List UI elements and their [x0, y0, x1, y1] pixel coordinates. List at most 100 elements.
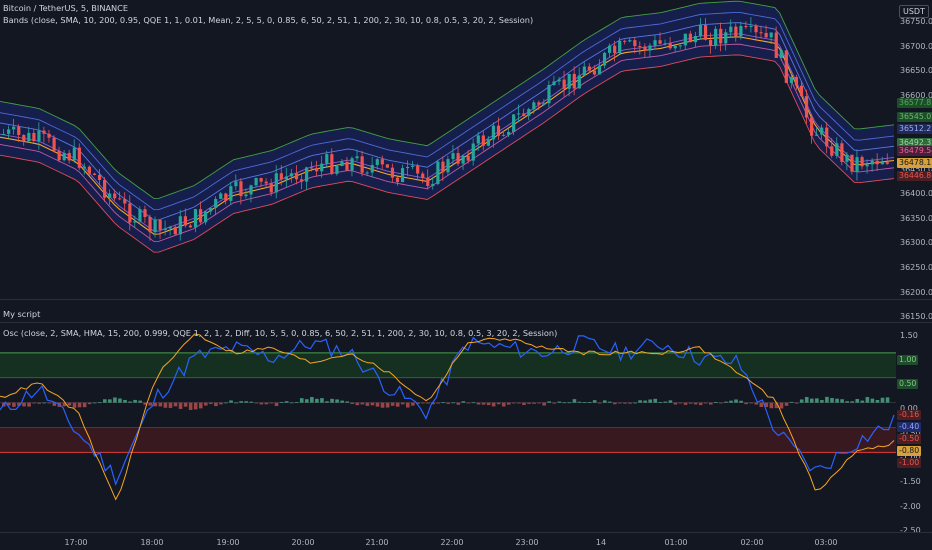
time-tick-label: 03:00 [814, 538, 838, 547]
candle-body [375, 159, 379, 165]
histogram-bar [885, 397, 890, 403]
candle-body [92, 173, 97, 175]
candle-body [123, 199, 127, 204]
histogram-bar [719, 402, 723, 404]
candle-body [411, 165, 415, 167]
candle-body [254, 178, 258, 186]
candle-body [527, 109, 531, 116]
oscillator-chart[interactable] [0, 323, 896, 532]
histogram-bar [562, 402, 567, 404]
symbol-title: Bitcoin / TetherUS, 5, BINANCE [3, 3, 129, 13]
histogram-bar [608, 401, 612, 403]
histogram-bar [320, 398, 324, 403]
candle-body [815, 134, 819, 136]
histogram-bar [618, 402, 622, 404]
histogram-bar [395, 402, 400, 407]
candle-body [244, 194, 248, 197]
currency-badge[interactable]: USDT [899, 5, 929, 18]
candle-body [113, 193, 117, 199]
histogram-bar [249, 401, 254, 403]
histogram-bar [254, 402, 259, 404]
candle-body [259, 178, 263, 182]
histogram-bar [698, 402, 703, 406]
candle-body [724, 32, 728, 44]
histogram-bar [289, 402, 294, 404]
histogram-bar [709, 402, 713, 405]
histogram-bar [451, 402, 456, 404]
candle-body [744, 26, 748, 28]
candle-body [501, 134, 506, 136]
time-tick-label: 14 [595, 538, 607, 547]
band-line [0, 0, 895, 199]
histogram-bar [633, 402, 637, 404]
oscillator-pane[interactable] [0, 323, 896, 532]
histogram-bar [481, 402, 486, 405]
oscillator-axis[interactable]: 1.50 1.00 0.50 0.00 -0.50 -1.00 -1.50 -2.00 -2.5… [896, 323, 932, 535]
osc-tick-label: -1.50 [900, 477, 921, 487]
candle-body [885, 162, 889, 164]
pane-divider[interactable] [0, 299, 932, 300]
candle-body [421, 173, 425, 178]
price-tag: 36545.07 [897, 112, 932, 122]
candle-body [698, 25, 703, 36]
band-line [0, 54, 895, 253]
candle-body [320, 163, 324, 172]
candle-body [552, 81, 556, 85]
histogram-bar [335, 399, 339, 403]
candle-body [865, 164, 869, 167]
histogram-bar [764, 402, 769, 408]
candle-body [875, 160, 879, 165]
candle-body [870, 160, 874, 165]
candle-body [294, 173, 299, 180]
candle-body [234, 181, 238, 187]
osc-tick-label: -2.00 [900, 501, 921, 511]
histogram-bar [663, 401, 668, 403]
candle-body [804, 96, 809, 118]
price-axis[interactable]: 36750.0036700.0036650.0036600.0036550.00… [896, 0, 932, 321]
histogram-bar [234, 402, 238, 404]
pane-divider-2 [0, 322, 932, 323]
histogram-bar [537, 402, 541, 404]
histogram-bar [153, 402, 158, 407]
histogram-bar [77, 402, 82, 408]
histogram-bar [7, 402, 11, 406]
candle-body [794, 76, 799, 86]
candle-body [395, 177, 400, 183]
osc-tag: 1.00 [897, 355, 919, 365]
candle-body [810, 117, 814, 136]
candle-body [57, 150, 61, 161]
histogram-bar [779, 402, 784, 409]
candle-body [668, 43, 672, 49]
histogram-bar [310, 396, 314, 403]
histogram-bar [703, 402, 708, 404]
candle-body [138, 209, 142, 222]
histogram-bar [789, 401, 794, 403]
osc-tag: -0.80 [897, 446, 922, 456]
histogram-bar [52, 402, 57, 406]
histogram-bar [22, 402, 26, 407]
histogram-bar [471, 402, 476, 404]
histogram-bar [850, 401, 854, 403]
candle-body [77, 147, 81, 168]
candle-body [385, 164, 389, 168]
candle-body [562, 79, 566, 89]
price-pane[interactable] [0, 0, 896, 299]
price-tick-label: 36650.00 [900, 66, 932, 76]
price-tick-label: 36750.00 [900, 17, 932, 26]
band-line [0, 22, 895, 221]
price-chart[interactable] [0, 0, 896, 299]
candle-body [400, 168, 405, 183]
osc-tag: -1.00 [897, 458, 922, 468]
candle-body [67, 152, 71, 161]
histogram-bar [305, 399, 309, 403]
histogram-bar [860, 400, 865, 403]
candle-body [648, 45, 652, 51]
osc-tick-label: -0.50 [900, 429, 921, 438]
candle-body [229, 186, 233, 201]
candle-body [663, 43, 667, 45]
histogram-bar [315, 398, 319, 403]
osc-orange-line [0, 333, 895, 501]
candle-body [305, 167, 309, 182]
candle-body [572, 73, 576, 89]
histogram-bar [380, 402, 385, 408]
